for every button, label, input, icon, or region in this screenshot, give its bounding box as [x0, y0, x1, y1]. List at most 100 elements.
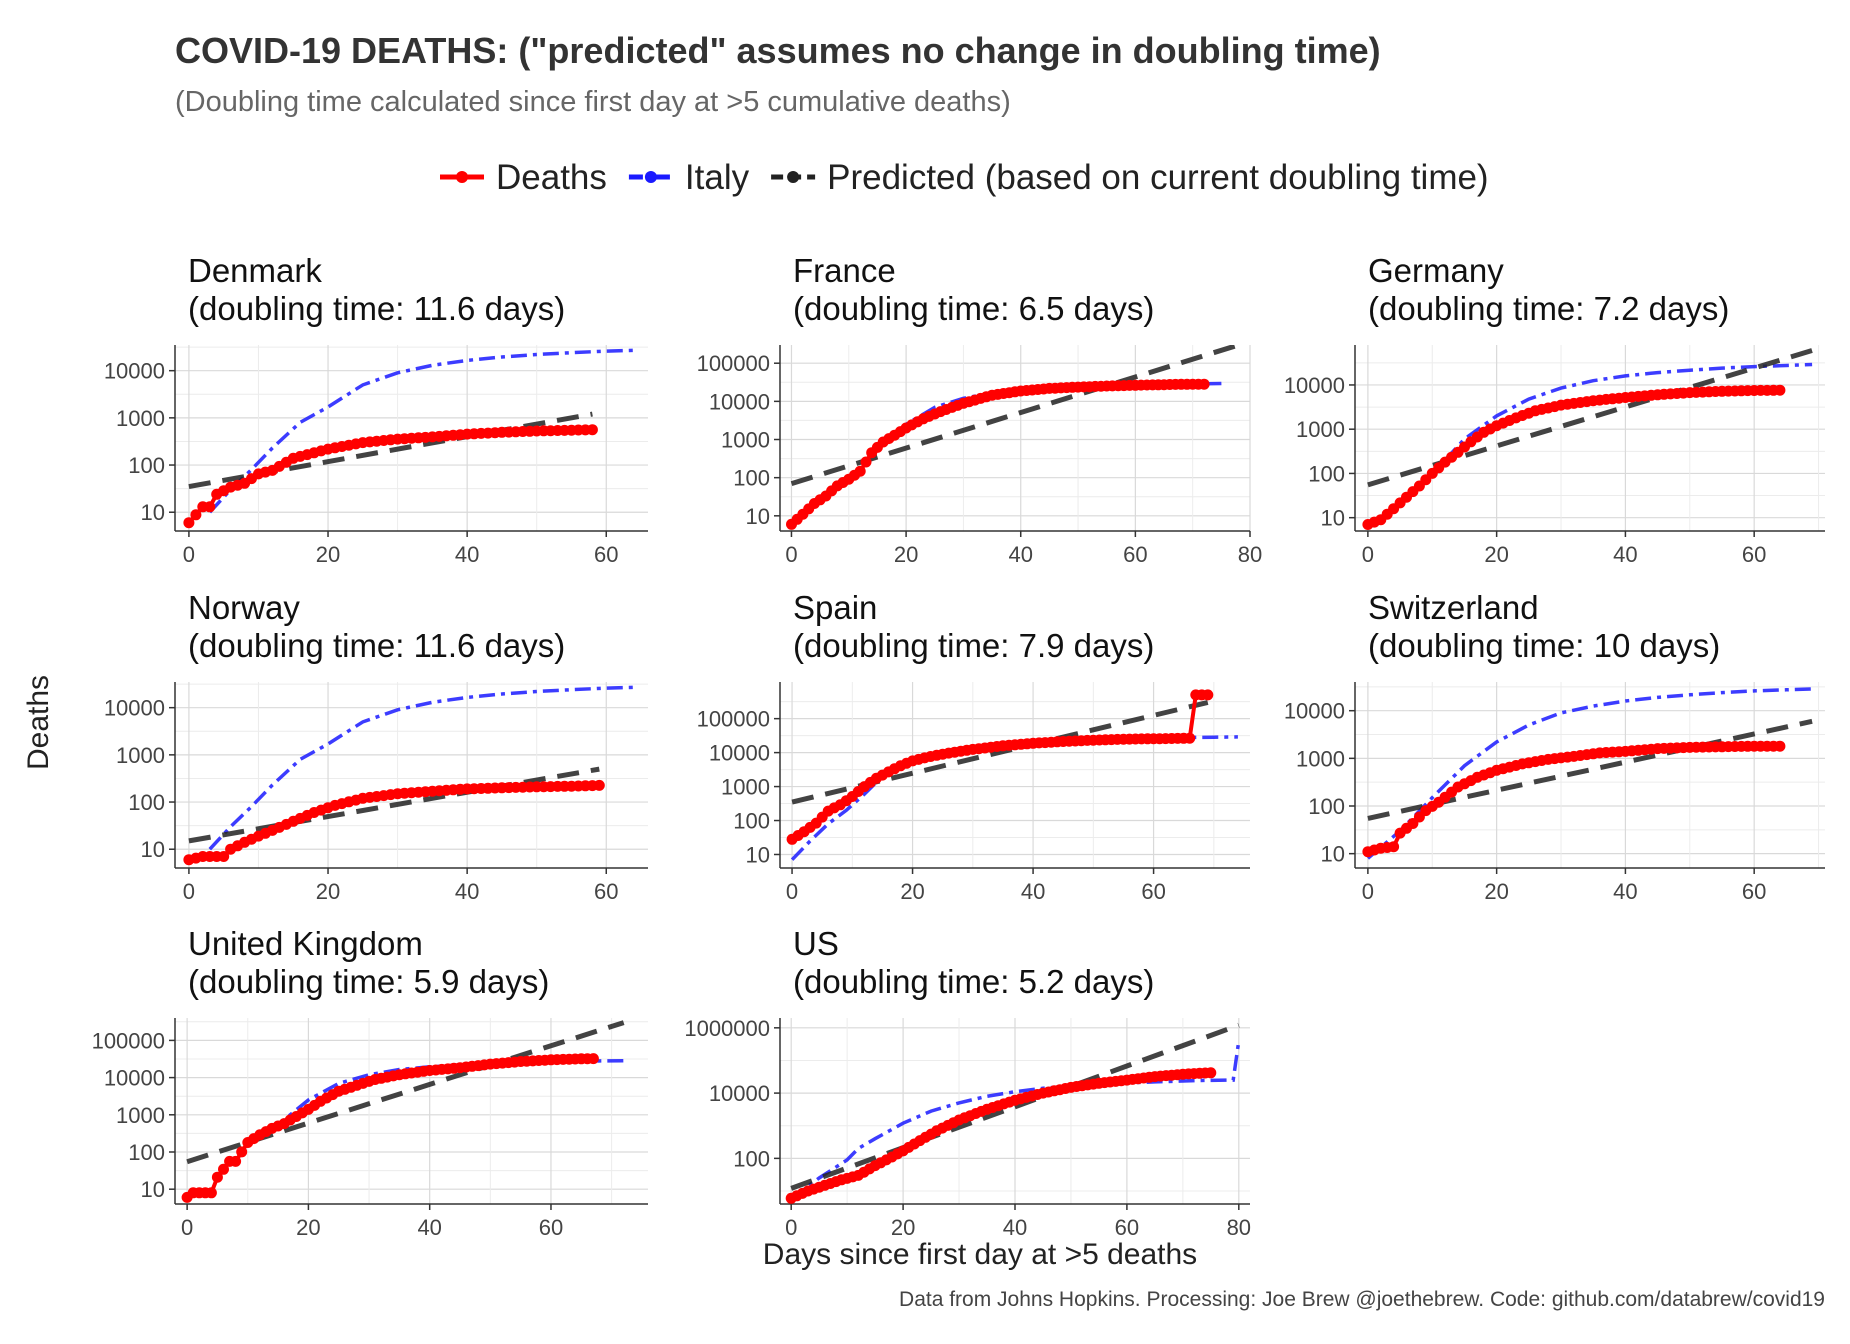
death-point [860, 456, 872, 468]
panel-title-country: United Kingdom [188, 925, 423, 962]
y-tick-label: 100 [128, 453, 165, 478]
y-tick-label: 100000 [697, 351, 770, 376]
panel-title-country: Spain [793, 589, 877, 626]
panel-us: US(doubling time: 5.2 days) 100 10000 10000… [684, 925, 1251, 1240]
panel-title-doubling: (doubling time: 10 days) [1368, 627, 1720, 664]
x-tick-label: 20 [900, 879, 924, 904]
y-tick-label: 10000 [104, 1066, 165, 1091]
y-tick-label: 100000 [697, 707, 770, 732]
panel-title-country: Germany [1368, 252, 1504, 289]
y-tick-label: 10000 [104, 359, 165, 384]
legend: Deaths Italy Predicted (based on current d… [440, 158, 1489, 197]
x-tick-label: 60 [539, 1215, 563, 1240]
series-line-predicted [790, 345, 1240, 486]
panel-title-doubling: (doubling time: 7.9 days) [793, 627, 1154, 664]
series-line-predicted [188, 766, 600, 844]
y-tick-label: 1000000 [684, 1016, 770, 1041]
y-tick-label: 10 [141, 837, 165, 862]
x-axis-label: Days since first day at >5 deaths [762, 1238, 1198, 1271]
panel-title-country: France [793, 252, 896, 289]
x-tick-label: 40 [1003, 1215, 1027, 1240]
panel-title-country: US [793, 925, 839, 962]
legend-label: Italy [685, 158, 750, 197]
y-tick-label: 1000 [116, 1103, 165, 1128]
series-line-predicted [790, 1022, 1240, 1191]
legend-label: Predicted (based on current doubling tim… [827, 158, 1488, 197]
y-tick-label: 10 [1321, 842, 1345, 867]
legend-key-point [787, 171, 800, 183]
x-tick-label: 60 [1123, 542, 1147, 567]
series-line-deaths [1367, 388, 1780, 527]
y-tick-label: 10000 [709, 741, 770, 766]
death-point [1205, 1067, 1217, 1079]
x-tick-label: 0 [1362, 879, 1374, 904]
panel-denmark: Denmark(doubling time: 11.6 days) 10 100 10… [104, 252, 648, 567]
series-line-italy [208, 685, 635, 851]
x-tick-label: 0 [183, 542, 195, 567]
series-line-deaths [790, 382, 1205, 526]
chart-title: COVID-19 DEATHS: ("predicted" assumes no… [175, 30, 1381, 71]
x-tick-label: 0 [785, 542, 797, 567]
series-line-italy [1366, 687, 1813, 860]
death-point [1774, 384, 1786, 396]
y-tick-label: 1000 [1296, 746, 1345, 771]
x-tick-label: 60 [1115, 1215, 1139, 1240]
legend-label: Deaths [496, 158, 607, 197]
series-line-italy [790, 735, 1238, 861]
legend-item-predicted: Predicted (based on current doubling tim… [771, 158, 1489, 197]
x-tick-label: 60 [594, 542, 618, 567]
legend-key-point [644, 171, 657, 183]
y-tick-label: 100 [1308, 794, 1345, 819]
y-tick-label: 1000 [1296, 417, 1345, 442]
panel-switzerland: Switzerland(doubling time: 10 days) 10 100… [1284, 589, 1825, 904]
death-point [593, 779, 605, 791]
death-point [586, 424, 598, 436]
y-tick-label: 100 [1308, 461, 1345, 486]
y-tick-label: 100000 [92, 1028, 165, 1053]
x-tick-label: 20 [1484, 542, 1508, 567]
death-point [205, 1187, 217, 1199]
x-tick-label: 60 [594, 879, 618, 904]
series-line-italy [790, 1040, 1241, 1200]
panel-title-doubling: (doubling time: 5.9 days) [188, 963, 549, 1000]
panel-title-country: Switzerland [1368, 589, 1539, 626]
death-point [1184, 732, 1196, 744]
panel-united-kingdom: United Kingdom(doubling time: 5.9 days) 1… [92, 925, 648, 1240]
y-tick-label: 10 [1321, 506, 1345, 531]
death-point [587, 1053, 599, 1065]
y-tick-label: 10000 [1284, 373, 1345, 398]
y-tick-label: 1000 [721, 428, 770, 453]
panel-title-country: Norway [188, 589, 300, 626]
y-tick-label: 1000 [116, 743, 165, 768]
chart-subtitle: (Doubling time calculated since first da… [175, 86, 1011, 118]
y-tick-label: 1000 [721, 775, 770, 800]
y-tick-label: 10 [746, 504, 770, 529]
y-tick-label: 10 [141, 500, 165, 525]
y-tick-label: 10000 [1284, 699, 1345, 724]
panel-title-doubling: (doubling time: 6.5 days) [793, 290, 1154, 327]
x-tick-label: 0 [1362, 542, 1374, 567]
legend-item-deaths: Deaths [440, 158, 607, 197]
x-tick-label: 20 [316, 879, 340, 904]
panel-germany: Germany(doubling time: 7.2 days) 10 100 100… [1284, 252, 1825, 567]
y-tick-label: 100 [733, 1146, 770, 1171]
series-line-italy [208, 348, 635, 514]
death-point [1388, 841, 1400, 853]
x-tick-label: 40 [1008, 542, 1032, 567]
panel-title-country: Denmark [188, 252, 322, 289]
death-point [1202, 689, 1214, 701]
series-line-deaths [1367, 744, 1780, 854]
x-tick-label: 20 [891, 1215, 915, 1240]
y-axis-label: Deaths [22, 674, 55, 770]
y-tick-label: 1000 [116, 406, 165, 431]
x-tick-label: 20 [296, 1215, 320, 1240]
panel-title-doubling: (doubling time: 11.6 days) [188, 290, 565, 327]
panel-spain: Spain(doubling time: 7.9 days) 10 100 1000 1… [697, 589, 1250, 904]
series-line-deaths [791, 692, 1208, 841]
x-tick-label: 0 [181, 1215, 193, 1240]
x-tick-label: 0 [183, 879, 195, 904]
x-tick-label: 40 [1021, 879, 1045, 904]
x-tick-label: 40 [1613, 542, 1637, 567]
death-point [204, 501, 216, 513]
